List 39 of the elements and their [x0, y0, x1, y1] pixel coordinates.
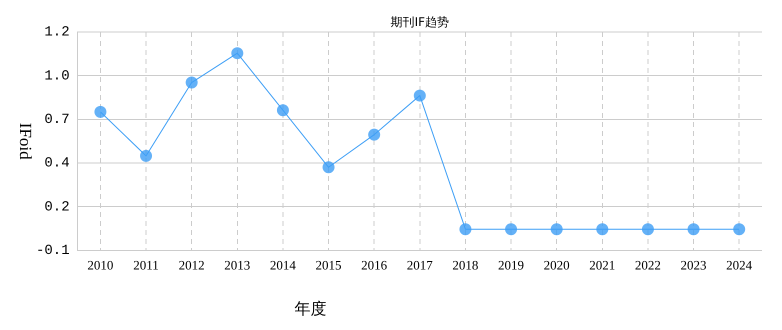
point	[276, 104, 289, 116]
y-tick-label: 0.4	[44, 156, 70, 172]
x-axis-title: 年度	[294, 299, 326, 318]
y-tick-label: 1.2	[44, 24, 70, 41]
y-tick-label: 1.0	[44, 68, 70, 84]
y-axis-title: IFoid	[16, 122, 35, 160]
y-tick-label: 0.2	[44, 199, 70, 216]
x-tick-label: 2023	[680, 258, 707, 273]
point	[368, 128, 380, 141]
x-tick-label: 2020	[544, 258, 570, 273]
x-tick-label: 2016	[361, 258, 388, 273]
x-tick-label: 2012	[178, 258, 205, 273]
x-tick-label: 2014	[270, 258, 296, 273]
point	[459, 223, 472, 236]
x-tick-label: 2019	[498, 258, 524, 273]
x-tick-label: 2024	[726, 258, 753, 273]
x-tick-label: 2022	[634, 258, 661, 273]
point	[550, 223, 563, 236]
point	[322, 161, 335, 174]
point	[414, 90, 426, 102]
x-tick-label: 2021	[589, 258, 616, 273]
x-tick-label: 2017	[406, 258, 434, 273]
x-tick-label: 2018	[452, 258, 478, 273]
y-tick-label: -0.1	[36, 243, 70, 260]
x-tick-label: 2011	[133, 258, 159, 273]
chart-title: 期刊IF趋势	[390, 15, 450, 29]
x-tick-label: 2013	[224, 258, 250, 273]
y-tick-label: 0.7	[44, 112, 70, 128]
point	[94, 106, 106, 118]
point	[186, 76, 198, 89]
x-tick-label: 2015	[316, 258, 342, 273]
point	[688, 223, 700, 236]
point	[733, 223, 746, 236]
x-tick-label: 2010	[87, 258, 114, 273]
point	[596, 223, 608, 236]
point	[505, 223, 518, 236]
point	[642, 223, 654, 236]
point	[140, 150, 152, 162]
point	[231, 47, 244, 60]
